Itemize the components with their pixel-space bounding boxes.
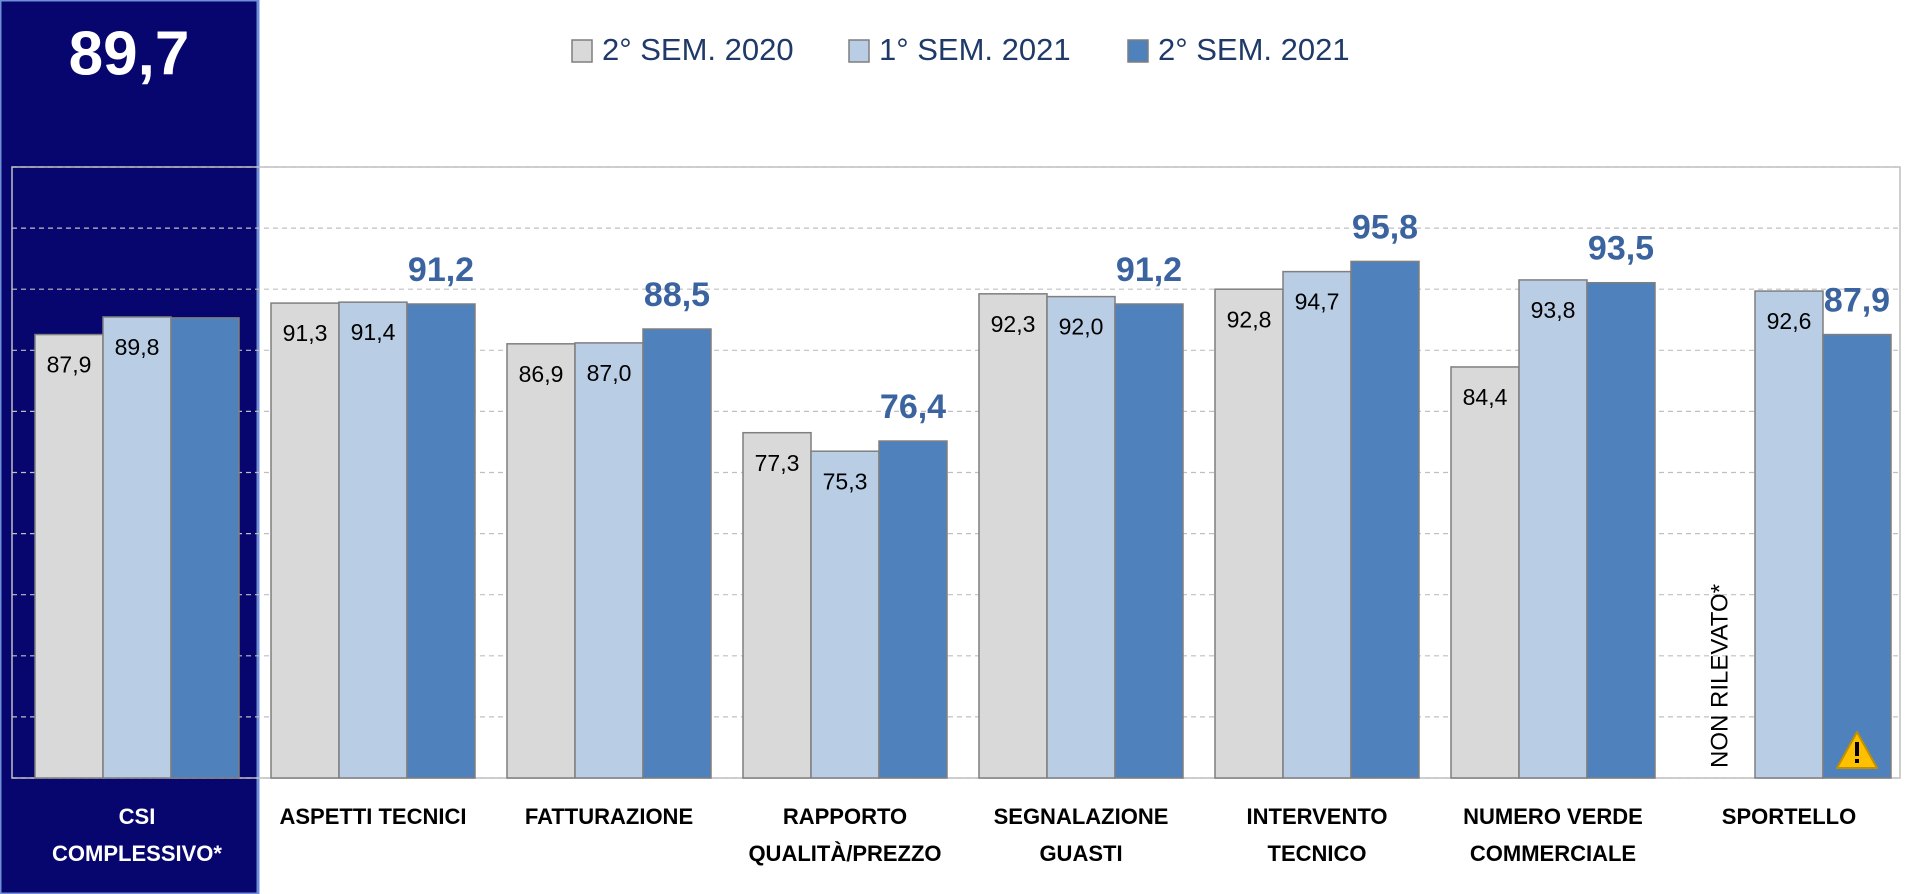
category-label: INTERVENTO	[1247, 804, 1388, 829]
legend-swatch	[571, 39, 593, 63]
category-label: COMMERCIALE	[1470, 841, 1636, 866]
value-label: 93,5	[1588, 230, 1654, 268]
bar	[1754, 290, 1824, 779]
value-label: 84,4	[1463, 384, 1508, 410]
category-label: ASPETTI TECNICI	[279, 804, 466, 829]
bar	[34, 333, 104, 779]
category-label: SPORTELLO	[1722, 804, 1856, 829]
category-label: QUALITÀ/PREZZO	[748, 841, 941, 866]
value-label: 76,4	[880, 388, 946, 426]
warning-icon-mark	[1855, 742, 1859, 756]
bar	[978, 293, 1048, 779]
bar	[1586, 281, 1656, 779]
category-label: COMPLESSIVO*	[52, 841, 222, 866]
headline-value: 89,7	[69, 19, 190, 88]
value-label: 91,4	[351, 319, 396, 345]
bar	[506, 343, 576, 779]
bar	[1518, 279, 1588, 779]
bar	[574, 342, 644, 779]
bar	[742, 431, 812, 779]
bar	[170, 317, 240, 779]
bar	[642, 328, 712, 779]
bar	[338, 301, 408, 779]
legend-swatch	[1127, 39, 1149, 63]
value-label: 75,3	[823, 468, 868, 494]
annotation: NON RILEVATO*	[1706, 584, 1733, 768]
value-label: 92,6	[1767, 308, 1812, 334]
category-label: TECNICO	[1268, 841, 1367, 866]
category-label: GUASTI	[1039, 841, 1122, 866]
marks: 2° SEM. 2020 1° SEM. 2021 2° SEM. 2021 CSI C…	[12, 19, 1900, 866]
value-label: 92,0	[1059, 314, 1104, 340]
legend-label: 1° SEM. 2021	[879, 32, 1071, 67]
bar	[406, 303, 476, 779]
bar	[1350, 260, 1420, 779]
legend-label: 2° SEM. 2021	[1158, 32, 1350, 67]
value-label: 91,3	[283, 320, 328, 346]
value-label: 91,2	[408, 251, 474, 289]
legend-label: 2° SEM. 2020	[602, 32, 794, 67]
bar	[1046, 295, 1116, 779]
legend-swatch	[848, 39, 870, 63]
bar	[810, 450, 880, 779]
category-label: FATTURAZIONE	[525, 804, 693, 829]
value-label: 93,8	[1531, 297, 1576, 323]
value-label: 95,8	[1352, 208, 1418, 246]
value-label: 92,8	[1227, 306, 1272, 332]
value-label: 91,2	[1116, 251, 1182, 289]
value-label: 86,9	[519, 361, 564, 387]
bar	[102, 316, 172, 779]
category-label: SEGNALAZIONE	[994, 804, 1169, 829]
value-label: 92,3	[991, 311, 1036, 337]
warning-icon-dot	[1855, 759, 1859, 763]
bar	[1214, 288, 1284, 779]
category-label: CSI	[119, 804, 156, 829]
value-label: 89,8	[115, 334, 160, 360]
bar	[1822, 333, 1892, 779]
bar	[878, 440, 948, 779]
value-label: 77,3	[755, 450, 800, 476]
bar	[1450, 366, 1520, 779]
bar	[1282, 270, 1352, 779]
category-label: NUMERO VERDE	[1463, 804, 1643, 829]
value-label: 88,5	[644, 276, 710, 314]
bar	[270, 302, 340, 779]
value-label: 87,9	[47, 352, 92, 378]
value-label: 87,9	[1824, 282, 1890, 320]
category-label: RAPPORTO	[783, 804, 907, 829]
value-label: 87,0	[587, 360, 632, 386]
value-label: 94,7	[1295, 289, 1340, 315]
bar	[1114, 303, 1184, 779]
